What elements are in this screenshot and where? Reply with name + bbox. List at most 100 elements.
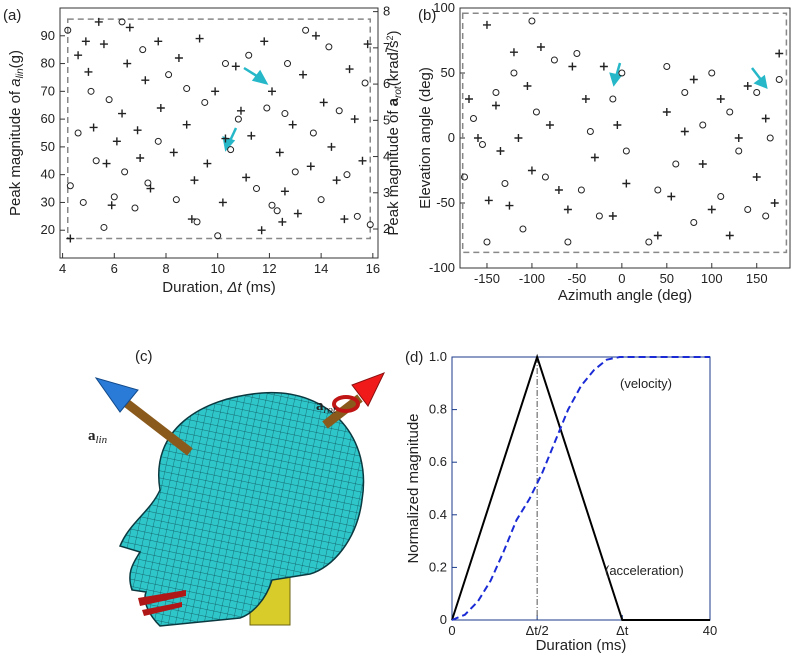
point (563, 205, 572, 214)
symbol: a (316, 398, 324, 414)
label-part: (ms) (242, 279, 276, 296)
point (484, 196, 493, 205)
point (496, 147, 505, 155)
subscript: rot (324, 404, 337, 416)
x-tick-label: 12 (262, 261, 276, 276)
label-part: 2 (385, 35, 395, 40)
point (541, 173, 549, 181)
point (743, 82, 752, 90)
point (775, 76, 783, 83)
point (622, 147, 630, 155)
point (144, 179, 152, 187)
point (190, 176, 199, 185)
y-tick-label: 0.4 (429, 507, 447, 522)
point (74, 51, 83, 60)
point (340, 215, 349, 224)
point (201, 98, 209, 106)
point (766, 134, 774, 142)
point (645, 238, 653, 246)
point (123, 59, 132, 68)
point (309, 129, 317, 137)
y-tick-label: 40 (41, 167, 55, 182)
point (762, 212, 770, 220)
point (112, 137, 121, 146)
x-tick-label: 16 (366, 261, 380, 276)
point (618, 69, 626, 77)
point (99, 40, 108, 49)
point (139, 46, 147, 54)
point (203, 159, 212, 168)
point (74, 129, 82, 137)
point (478, 141, 486, 148)
point (311, 31, 320, 40)
point (257, 226, 266, 235)
point (568, 62, 577, 71)
x-tick-label: 0 (618, 271, 625, 286)
point (653, 231, 662, 240)
plot-frame (59, 7, 379, 259)
y-tick-label: -50 (436, 195, 455, 210)
point (100, 223, 108, 231)
y-tick-label: 0 (448, 130, 455, 145)
point (492, 89, 500, 96)
point (363, 40, 372, 49)
y-tick-label: 90 (41, 28, 55, 43)
y-tick-label: 0 (440, 612, 447, 627)
point (716, 95, 725, 103)
x-label: Azimuth angle (deg) (558, 287, 692, 304)
point (154, 37, 163, 46)
point (221, 60, 229, 68)
point (169, 148, 178, 157)
point (183, 85, 191, 93)
x-tick-label: 8 (162, 261, 169, 276)
point (66, 234, 75, 243)
y-tick-label: 50 (41, 139, 55, 154)
head-model (118, 391, 365, 627)
point (327, 142, 336, 151)
point (234, 115, 242, 123)
point (473, 134, 482, 142)
y-tick-label: 0.2 (429, 559, 447, 574)
point (195, 34, 204, 43)
y2-tick-label: 6 (383, 76, 390, 91)
point (268, 87, 276, 96)
point (187, 215, 196, 224)
x-tick-label: -50 (567, 271, 586, 286)
x-tick-label: -100 (519, 271, 545, 286)
point (252, 185, 260, 193)
y-tick-label: 100 (433, 0, 455, 15)
x-tick-label: Δt/2 (526, 623, 549, 638)
point (172, 196, 180, 204)
x-tick-label: 50 (660, 271, 674, 286)
label-part: Duration, (162, 279, 227, 296)
point (519, 225, 527, 233)
point (595, 212, 603, 220)
point (79, 198, 87, 206)
point (211, 87, 220, 96)
panel: (b) -150 -100 -50 0 50 100 150 -100 -50 0 50 100 Azim… (417, 0, 791, 304)
y-label: Elevation angle (deg) (417, 67, 434, 209)
y-tick-label: 60 (41, 111, 55, 126)
arrow-lin (94, 377, 193, 456)
point (299, 70, 308, 79)
point (136, 154, 145, 162)
point (483, 238, 491, 246)
point (654, 186, 662, 194)
point (156, 104, 165, 112)
label-part: Duration (ms) (536, 637, 627, 654)
point (509, 48, 518, 57)
point (118, 18, 126, 26)
point (460, 173, 468, 181)
y2-tick-label: 7 (383, 40, 390, 55)
label-part: a (385, 97, 402, 106)
y-tick-label: 70 (41, 83, 55, 98)
x-tick-label: 6 (111, 261, 118, 276)
point (89, 123, 98, 132)
point (133, 126, 142, 135)
point (293, 209, 302, 218)
label-part: (krad/s (385, 40, 402, 86)
point (662, 108, 671, 116)
point (227, 146, 235, 154)
point (236, 106, 245, 115)
point (260, 37, 269, 46)
